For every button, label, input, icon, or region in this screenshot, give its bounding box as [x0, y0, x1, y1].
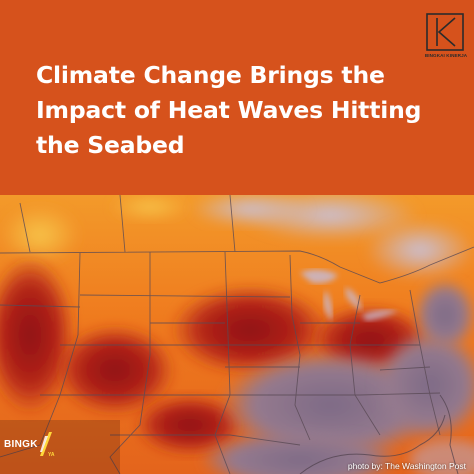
bingkai-kinerja-slash-icon	[40, 432, 52, 456]
brand-logo-bottom: BINGK YA	[4, 428, 84, 458]
brand-logo-bottom-name: BINGK	[4, 439, 38, 450]
temperature-map	[0, 195, 474, 474]
heat-map-image	[0, 195, 474, 474]
bingkai-kinerja-logo-icon	[426, 13, 464, 51]
brand-logo-top-text: BINGKAI KINERJA	[424, 53, 468, 58]
brand-logo-bottom-line2: YA	[48, 452, 55, 458]
brand-logo-top: BINGKAI KINERJA	[425, 12, 467, 64]
photo-credit: photo by: The Washington Post	[347, 461, 466, 471]
headline-banner: Climate Change Brings the Impact of Heat…	[0, 0, 474, 195]
headline: Climate Change Brings the Impact of Heat…	[36, 61, 422, 159]
